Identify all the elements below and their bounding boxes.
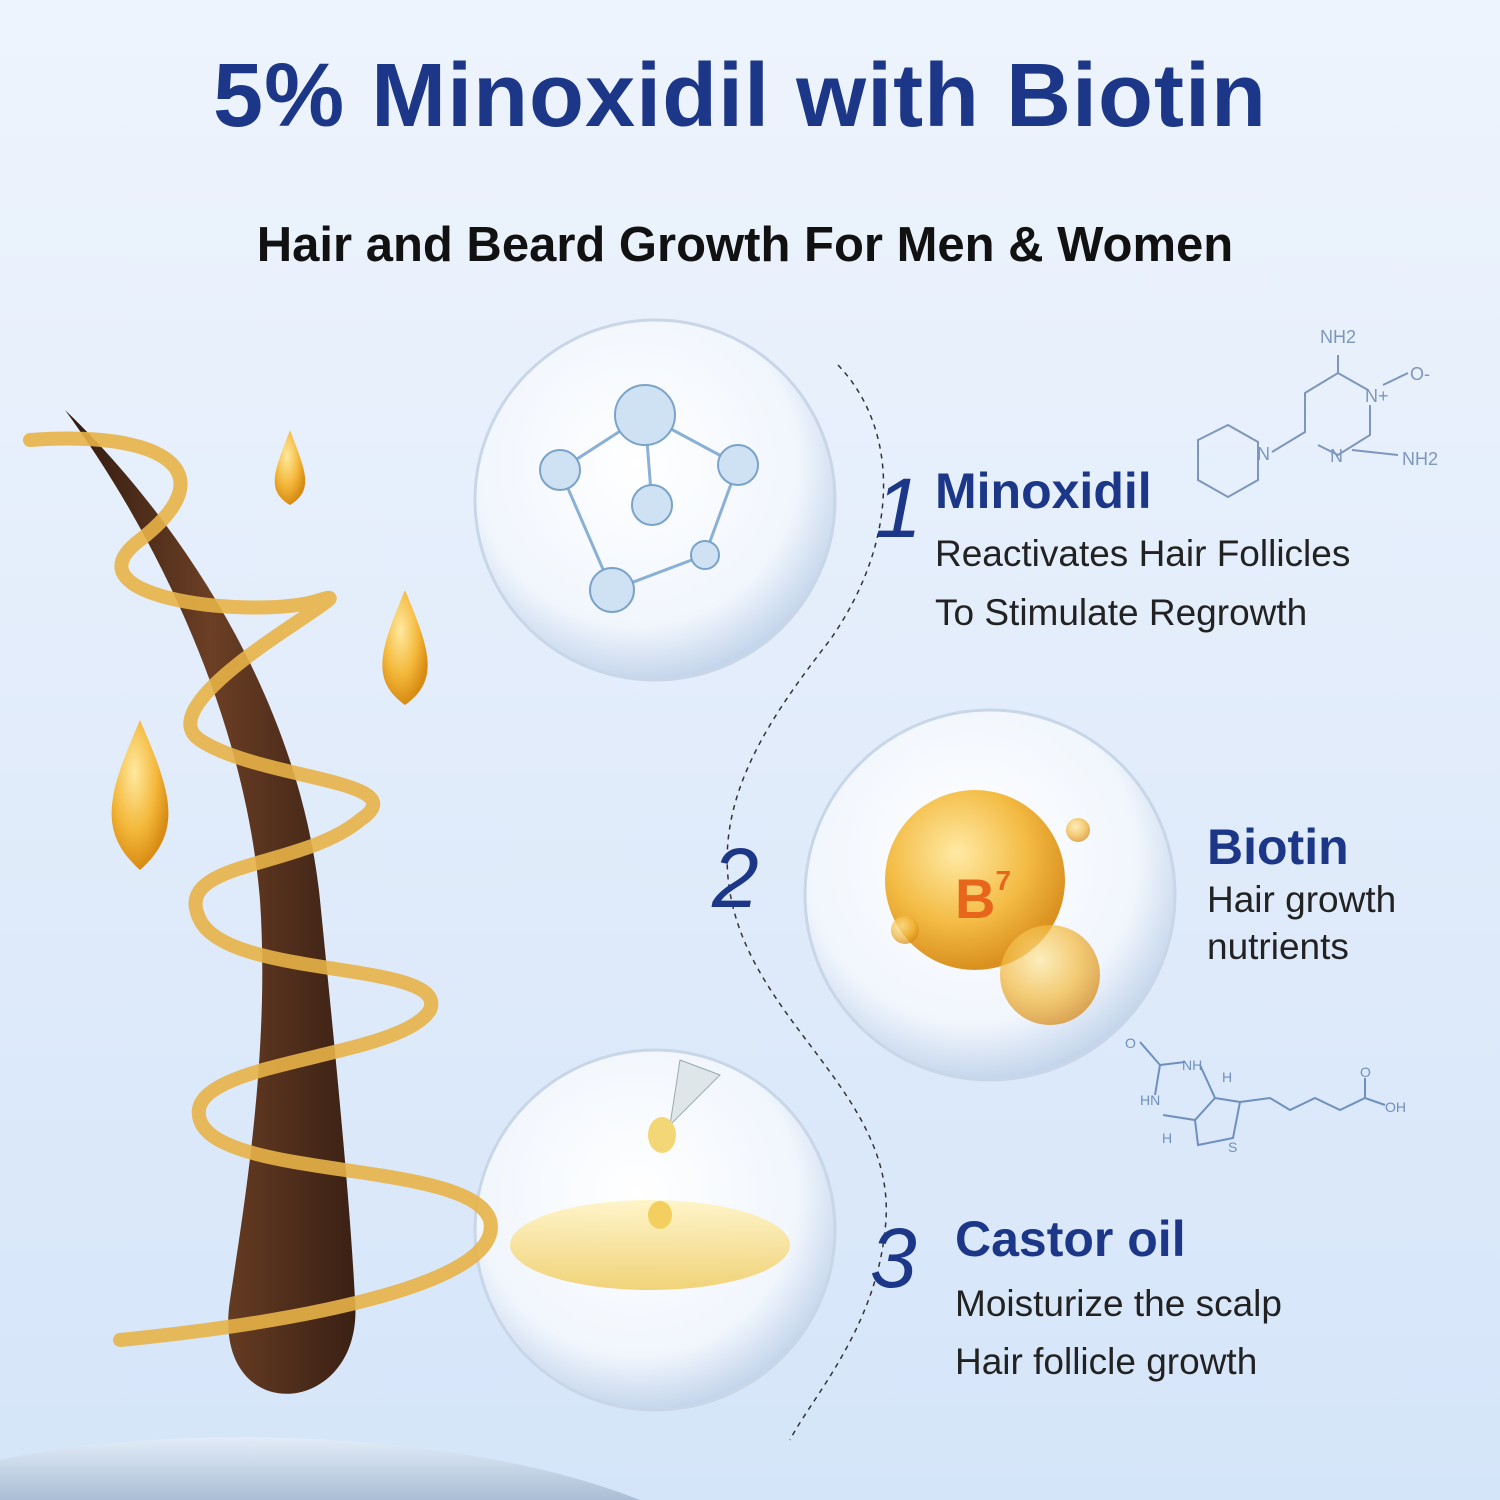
- svg-text:O-: O-: [1410, 364, 1430, 384]
- ingredient-number-3: 3: [870, 1211, 917, 1305]
- vitamin-b7-label: B7: [955, 865, 1011, 930]
- oil-drops: [111, 430, 428, 870]
- svg-text:NH2: NH2: [1320, 327, 1356, 347]
- ingredient-desc-line: Hair follicle growth: [955, 1341, 1258, 1382]
- hair-strand-illustration: [23, 410, 498, 1394]
- castor-oil-bubble: [473, 1048, 837, 1412]
- svg-text:H: H: [1222, 1069, 1232, 1085]
- biotin-structure-diagram: O NH HN H H S O OH: [1125, 1035, 1406, 1155]
- svg-text:NH: NH: [1182, 1057, 1202, 1073]
- ingredient-number-2: 2: [712, 831, 759, 925]
- svg-text:HN: HN: [1140, 1092, 1160, 1108]
- ingredient-number-1: 1: [875, 461, 922, 555]
- ingredient-desc-line: Reactivates Hair Follicles: [935, 533, 1351, 574]
- dashed-connector: [726, 364, 888, 1441]
- ingredient-desc-line: To Stimulate Regrowth: [935, 592, 1308, 633]
- svg-text:N+: N+: [1365, 386, 1389, 406]
- page-title: 5% Minoxidil with Biotin: [213, 46, 1267, 146]
- page-subtitle: Hair and Beard Growth For Men & Women: [256, 218, 1234, 272]
- ingredient-name-biotin: Biotin: [1207, 819, 1349, 875]
- ingredient-desc-line: Moisturize the scalp: [955, 1283, 1282, 1324]
- svg-text:O: O: [1360, 1064, 1371, 1080]
- svg-text:H: H: [1162, 1130, 1172, 1146]
- water-surface: [0, 1437, 640, 1500]
- svg-text:N: N: [1257, 444, 1270, 464]
- svg-text:N: N: [1330, 446, 1343, 466]
- ingredient-name-minoxidil: Minoxidil: [935, 463, 1152, 519]
- svg-text:O: O: [1125, 1035, 1136, 1051]
- svg-text:S: S: [1228, 1139, 1237, 1155]
- ingredient-name-castor-oil: Castor oil: [955, 1211, 1186, 1267]
- minoxidil-bubble: [473, 318, 837, 682]
- ingredient-desc-line: nutrients: [1207, 926, 1349, 967]
- biotin-bubble: B7: [803, 708, 1177, 1082]
- svg-text:OH: OH: [1385, 1099, 1406, 1115]
- ingredient-desc-line: Hair growth: [1207, 879, 1397, 920]
- minoxidil-structure-diagram: NH2 N+ O- N NH2 N: [1197, 327, 1438, 499]
- svg-text:NH2: NH2: [1402, 449, 1438, 469]
